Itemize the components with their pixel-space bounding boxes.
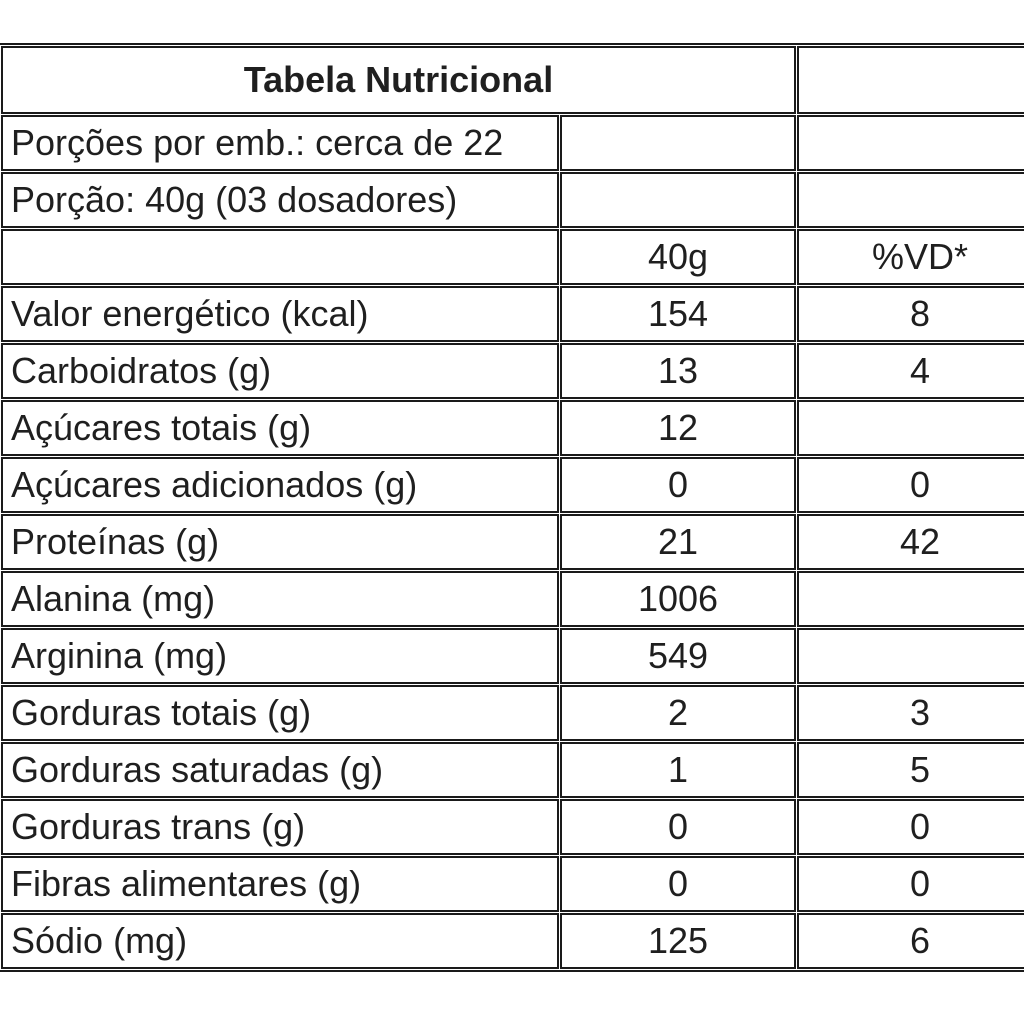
nutrient-amount: 12 <box>560 400 796 456</box>
nutrient-label: Sódio (mg) <box>1 913 559 969</box>
nutrient-label: Fibras alimentares (g) <box>1 856 559 912</box>
nutrient-dv: 5 <box>797 742 1024 798</box>
table-row: Açúcares adicionados (g) 0 0 <box>1 457 1024 513</box>
table-row: Gorduras trans (g) 0 0 <box>1 799 1024 855</box>
nutrient-amount: 0 <box>560 799 796 855</box>
nutrient-dv: 0 <box>797 856 1024 912</box>
nutrition-label: Tabela Nutricional Porções por emb.: cer… <box>0 43 1024 972</box>
nutrient-label: Carboidratos (g) <box>1 343 559 399</box>
nutrient-label: Açúcares adicionados (g) <box>1 457 559 513</box>
nutrient-dv: 4 <box>797 343 1024 399</box>
nutrient-dv: 42 <box>797 514 1024 570</box>
column-header-amount: 40g <box>560 229 796 285</box>
nutrition-table: Tabela Nutricional Porções por emb.: cer… <box>0 43 1024 972</box>
servings-per-package: Porções por emb.: cerca de 22 <box>1 115 559 171</box>
nutrient-dv: 8 <box>797 286 1024 342</box>
nutrient-amount: 1 <box>560 742 796 798</box>
nutrient-dv: 6 <box>797 913 1024 969</box>
empty-cell <box>560 172 796 228</box>
nutrient-label: Arginina (mg) <box>1 628 559 684</box>
nutrient-label: Valor energético (kcal) <box>1 286 559 342</box>
column-header-dv: %VD* <box>797 229 1024 285</box>
table-row: Fibras alimentares (g) 0 0 <box>1 856 1024 912</box>
portion-size: Porção: 40g (03 dosadores) <box>1 172 559 228</box>
empty-cell <box>797 46 1024 114</box>
nutrient-amount: 21 <box>560 514 796 570</box>
nutrient-dv <box>797 400 1024 456</box>
nutrient-dv <box>797 628 1024 684</box>
empty-cell <box>1 229 559 285</box>
nutrient-label: Alanina (mg) <box>1 571 559 627</box>
nutrient-label: Gorduras totais (g) <box>1 685 559 741</box>
table-row: Valor energético (kcal) 154 8 <box>1 286 1024 342</box>
nutrient-amount: 0 <box>560 457 796 513</box>
table-row: Arginina (mg) 549 <box>1 628 1024 684</box>
table-row: Proteínas (g) 21 42 <box>1 514 1024 570</box>
portion-row: Porção: 40g (03 dosadores) <box>1 172 1024 228</box>
table-title: Tabela Nutricional <box>1 46 796 114</box>
nutrient-amount: 125 <box>560 913 796 969</box>
nutrient-amount: 2 <box>560 685 796 741</box>
table-row: Gorduras saturadas (g) 1 5 <box>1 742 1024 798</box>
nutrient-amount: 1006 <box>560 571 796 627</box>
table-row: Gorduras totais (g) 2 3 <box>1 685 1024 741</box>
table-row: Carboidratos (g) 13 4 <box>1 343 1024 399</box>
nutrient-dv: 0 <box>797 799 1024 855</box>
nutrient-dv: 0 <box>797 457 1024 513</box>
servings-row: Porções por emb.: cerca de 22 <box>1 115 1024 171</box>
empty-cell <box>560 115 796 171</box>
nutrient-label: Gorduras saturadas (g) <box>1 742 559 798</box>
nutrient-label: Açúcares totais (g) <box>1 400 559 456</box>
column-header-row: 40g %VD* <box>1 229 1024 285</box>
nutrient-amount: 0 <box>560 856 796 912</box>
title-row: Tabela Nutricional <box>1 46 1024 114</box>
empty-cell <box>797 172 1024 228</box>
table-row: Alanina (mg) 1006 <box>1 571 1024 627</box>
table-row: Açúcares totais (g) 12 <box>1 400 1024 456</box>
table-row: Sódio (mg) 125 6 <box>1 913 1024 969</box>
nutrient-amount: 13 <box>560 343 796 399</box>
nutrient-amount: 154 <box>560 286 796 342</box>
nutrient-label: Proteínas (g) <box>1 514 559 570</box>
empty-cell <box>797 115 1024 171</box>
nutrient-dv: 3 <box>797 685 1024 741</box>
nutrient-amount: 549 <box>560 628 796 684</box>
nutrient-label: Gorduras trans (g) <box>1 799 559 855</box>
nutrient-dv <box>797 571 1024 627</box>
